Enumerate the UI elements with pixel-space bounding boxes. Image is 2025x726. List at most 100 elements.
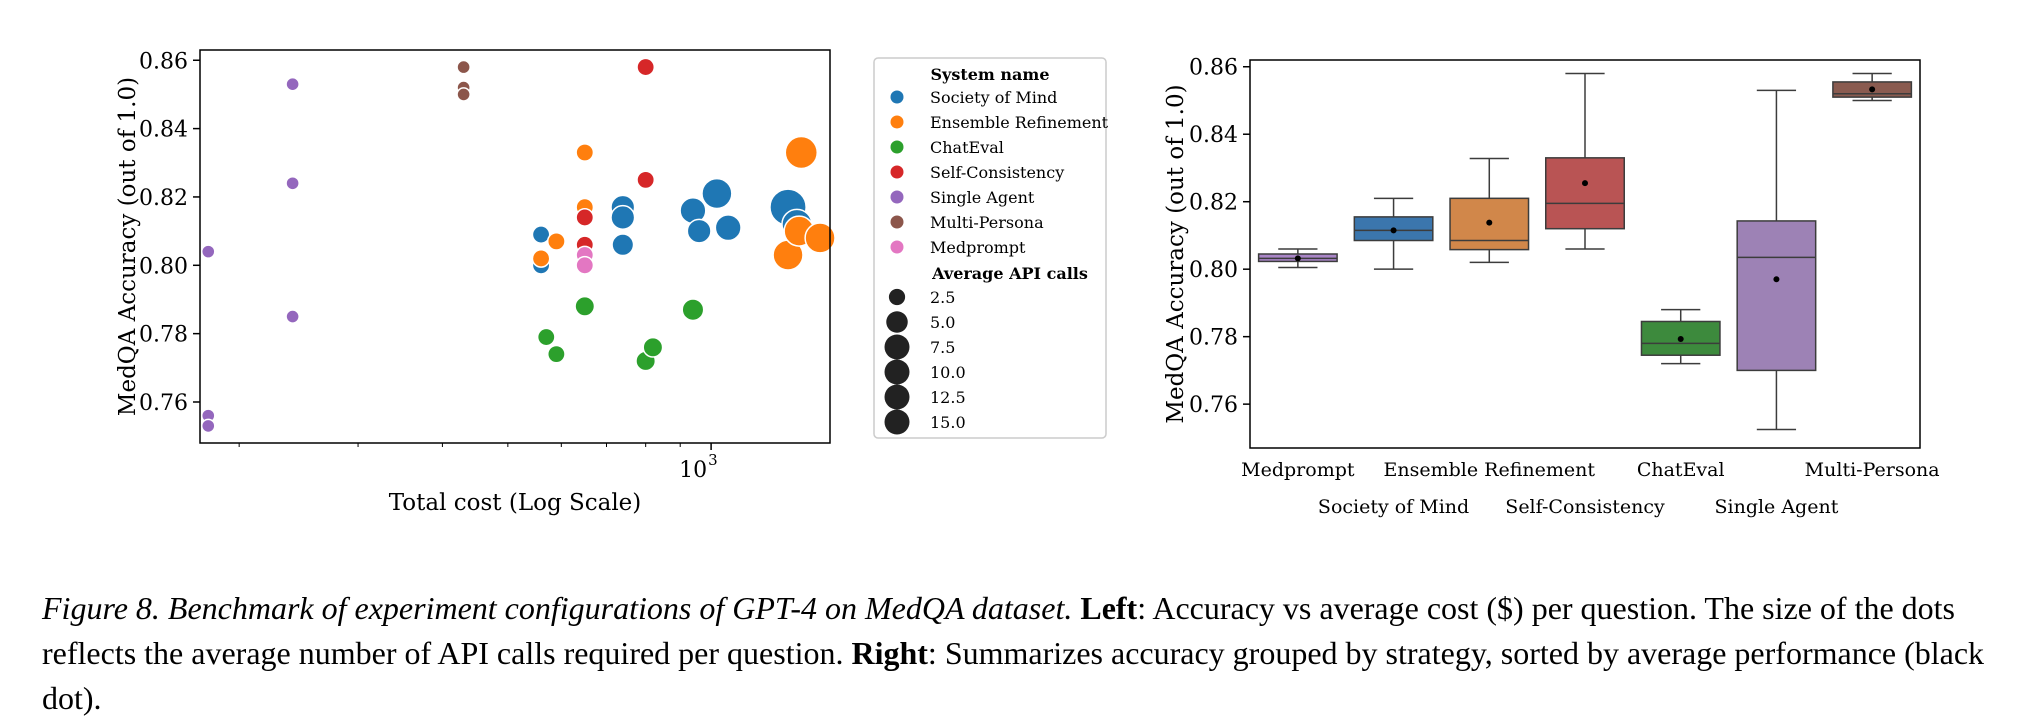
scatter-point [536, 327, 556, 347]
y-tick-label: 0.84 [1189, 123, 1238, 148]
box-mean-dot [1677, 336, 1684, 343]
box-mean-dot [1294, 255, 1301, 262]
caption-left-label: Left [1080, 590, 1138, 626]
category-label: Ensemble Refinement [1384, 459, 1596, 481]
legend-marker [890, 190, 904, 204]
y-tick-label: 0.80 [1189, 258, 1238, 283]
legend-entry-label: Medprompt [930, 238, 1026, 257]
y-tick-label: 0.78 [1189, 326, 1238, 351]
figure-caption: Figure 8. Benchmark of experiment config… [42, 586, 2002, 721]
scatter-point [531, 249, 551, 268]
scatter-point [636, 57, 656, 77]
scatter-point [714, 214, 742, 242]
scatter-point [636, 170, 656, 190]
y-tick-label: 0.86 [1189, 56, 1238, 81]
scatter-point [784, 135, 819, 170]
legend-size-label: 15.0 [930, 413, 966, 432]
y-tick-label: 0.78 [139, 323, 188, 348]
legend-size-marker [884, 359, 910, 385]
box-chart: 0.76 0.78 0.80 0.82 0.84 0.86 Medprompt Society… [1163, 56, 1940, 518]
box-body [1545, 157, 1625, 230]
scatter-point [701, 177, 733, 210]
scatter-legend: System name Society of Mind Ensemble Refin… [873, 57, 1109, 439]
scatter-point [546, 231, 566, 251]
scatter-point [456, 59, 471, 75]
scatter-point [285, 309, 300, 324]
legend-size-label: 10.0 [930, 363, 966, 382]
scatter-point [546, 344, 566, 364]
y-tick-label: 0.76 [139, 391, 188, 416]
scatter-point [575, 255, 595, 275]
scatter-point [200, 244, 216, 259]
legend-entry-label: Multi-Persona [930, 213, 1044, 232]
box-mean-dot [1582, 180, 1588, 187]
legend-marker [890, 115, 904, 129]
scatter-point [642, 336, 664, 358]
scatter-point [285, 76, 300, 92]
caption-figure-label: Figure 8. Benchmark of experiment config… [42, 590, 1073, 626]
figure: 0.76 0.78 0.80 0.82 0.84 0.86 10 3 Total cost (L… [115, 49, 1940, 518]
legend-entry-label: ChatEval [930, 138, 1004, 157]
legend-hue-title: System name [930, 65, 1049, 84]
caption-right-label: Right [851, 635, 928, 671]
y-tick-label: 0.76 [1189, 393, 1238, 418]
legend-size-marker [884, 409, 910, 435]
caption-right-text: : Summarizes accuracy grouped by strateg… [42, 635, 1985, 716]
box-body [1736, 220, 1817, 372]
y-axis-label: MedQA Accuracy (out of 1.0) [1163, 84, 1189, 423]
box-mean-dot [1773, 276, 1780, 283]
scatter-axes-frame [199, 49, 831, 444]
x-axis-label: Total cost (Log Scale) [389, 490, 642, 516]
scatter-point [574, 295, 596, 317]
legend-marker [890, 240, 904, 254]
category-label: Multi-Persona [1805, 459, 1940, 481]
scatter-point [804, 222, 836, 254]
category-label: ChatEval [1637, 459, 1725, 481]
legend-size-label: 7.5 [930, 338, 955, 357]
y-tick-label: 0.86 [139, 49, 188, 74]
legend-entry-label: Ensemble Refinement [930, 113, 1109, 132]
category-label: Medprompt [1241, 459, 1355, 481]
scatter-point [575, 143, 595, 162]
caption-left-text: : Accuracy vs average cost ($) per quest… [42, 590, 1955, 671]
scatter-point [610, 204, 636, 231]
y-tick-label: 0.80 [139, 254, 188, 279]
legend-marker [890, 165, 904, 179]
legend-size-label: 2.5 [930, 288, 955, 307]
y-tick-label: 0.82 [139, 186, 188, 211]
legend-entry-label: Self-Consistency [930, 163, 1064, 182]
legend-box [873, 57, 1107, 439]
y-axis-label: MedQA Accuracy (out of 1.0) [115, 77, 141, 416]
category-label: Self-Consistency [1505, 496, 1665, 518]
x-tick-label-base: 10 [679, 458, 707, 483]
box-mean-dot [1486, 219, 1493, 226]
box-mean-dot [1869, 86, 1876, 93]
legend-marker [890, 90, 904, 104]
legend-marker [890, 140, 904, 154]
scatter-point [456, 87, 471, 102]
scatter-point [531, 225, 551, 244]
legend-entry-label: Single Agent [930, 188, 1035, 207]
scatter-point [686, 218, 712, 244]
legend-marker [890, 215, 904, 229]
legend-size-label: 5.0 [930, 313, 955, 332]
y-tick-label: 0.82 [1189, 191, 1238, 216]
legend-size-title: Average API calls [931, 264, 1088, 283]
box-mean-dot [1390, 227, 1397, 234]
legend-size-marker [888, 288, 906, 306]
legend-entry-label: Society of Mind [930, 88, 1057, 107]
scatter-point [575, 208, 595, 227]
category-label: Society of Mind [1318, 496, 1469, 518]
legend-size-label: 12.5 [930, 388, 966, 407]
scatter-point [611, 233, 635, 257]
scatter-point [285, 175, 300, 191]
legend-size-marker [884, 384, 910, 410]
category-label: Single Agent [1714, 496, 1838, 518]
x-tick-label-exponent: 3 [708, 451, 718, 469]
legend-size-marker [884, 334, 910, 360]
y-tick-label: 0.84 [139, 118, 188, 143]
scatter-point [681, 298, 705, 322]
box-axes-frame [1249, 59, 1921, 449]
scatter-chart: 0.76 0.78 0.80 0.82 0.84 0.86 10 3 Total cost (L… [115, 49, 836, 516]
scatter-point [200, 418, 216, 434]
